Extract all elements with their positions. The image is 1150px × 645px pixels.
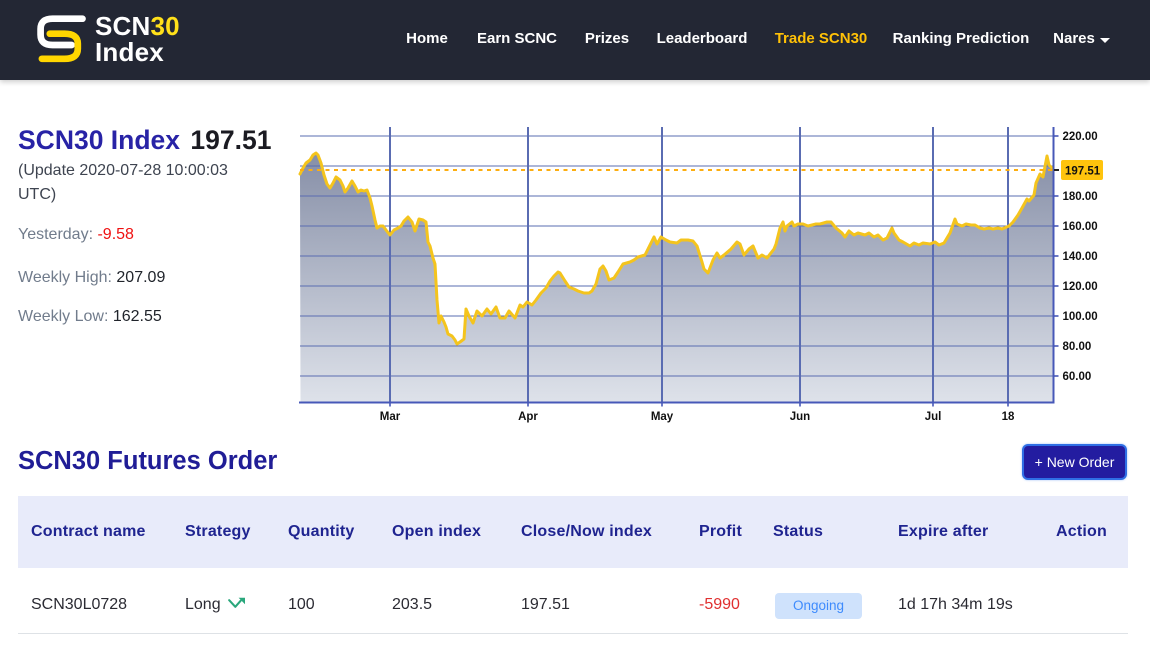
svg-text:May: May (651, 411, 674, 423)
svg-text:Apr: Apr (518, 411, 538, 423)
svg-text:Mar: Mar (380, 411, 401, 423)
svg-text:197.51: 197.51 (1065, 166, 1101, 178)
svg-text:180.00: 180.00 (1063, 191, 1098, 203)
svg-text:80.00: 80.00 (1063, 341, 1092, 353)
svg-text:60.00: 60.00 (1063, 371, 1092, 383)
svg-text:100.00: 100.00 (1063, 311, 1098, 323)
svg-text:120.00: 120.00 (1063, 281, 1098, 293)
svg-text:Jul: Jul (925, 411, 942, 423)
svg-text:220.00: 220.00 (1063, 131, 1098, 143)
svg-text:Jun: Jun (790, 411, 810, 423)
svg-text:160.00: 160.00 (1063, 221, 1098, 233)
svg-text:18: 18 (1002, 411, 1015, 423)
svg-text:140.00: 140.00 (1063, 251, 1098, 263)
